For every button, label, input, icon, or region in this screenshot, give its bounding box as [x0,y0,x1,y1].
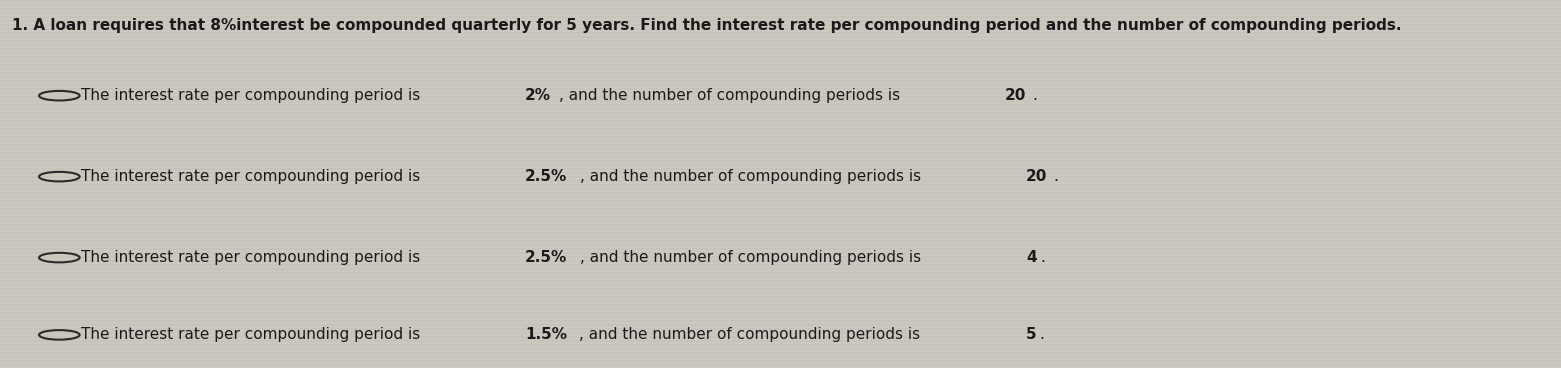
Text: 1. A loan requires that 8%interest be compounded quarterly for 5 years. Find the: 1. A loan requires that 8%interest be co… [12,18,1402,33]
Text: 20: 20 [1005,88,1027,103]
Text: 1.5%: 1.5% [524,328,567,342]
Text: .: . [1033,88,1038,103]
Text: .: . [1054,169,1058,184]
Text: The interest rate per compounding period is: The interest rate per compounding period… [81,328,425,342]
Text: , and the number of compounding periods is: , and the number of compounding periods … [559,88,905,103]
Text: 4: 4 [1026,250,1037,265]
Text: 20: 20 [1026,169,1047,184]
Text: The interest rate per compounding period is: The interest rate per compounding period… [81,169,425,184]
Text: 5: 5 [1026,328,1037,342]
Text: 2.5%: 2.5% [524,250,568,265]
Text: , and the number of compounding periods is: , and the number of compounding periods … [579,250,926,265]
Text: 2.5%: 2.5% [524,169,568,184]
Text: .: . [1040,250,1044,265]
Text: , and the number of compounding periods is: , and the number of compounding periods … [579,328,926,342]
Text: 2%: 2% [524,88,551,103]
Text: The interest rate per compounding period is: The interest rate per compounding period… [81,88,425,103]
Text: .: . [1040,328,1044,342]
Text: , and the number of compounding periods is: , and the number of compounding periods … [579,169,926,184]
Text: The interest rate per compounding period is: The interest rate per compounding period… [81,250,425,265]
